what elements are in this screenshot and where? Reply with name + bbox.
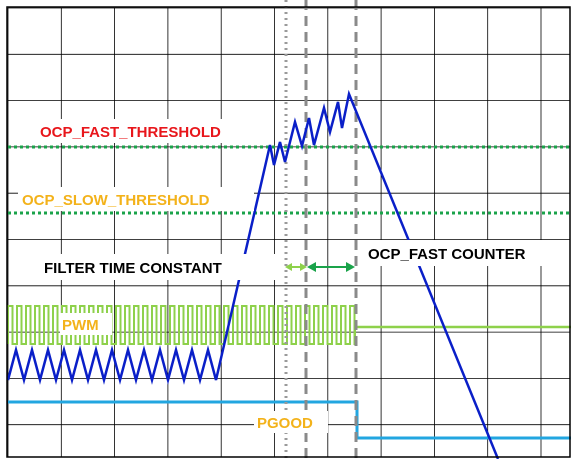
- ocp-fast-threshold-label: OCP_FAST_THRESHOLD: [40, 124, 221, 141]
- ocp-fast-counter-label: OCP_FAST COUNTER: [368, 246, 526, 263]
- pwm-waveform: [7, 305, 356, 345]
- ocp-fast-counter-arrow: [307, 262, 355, 272]
- pgood-label: PGOOD: [257, 415, 313, 432]
- pwm-label-bg: [60, 313, 112, 335]
- pgood-label-bg: [254, 411, 328, 433]
- ocp-slow-threshold-label: OCP_SLOW_THRESHOLD: [22, 192, 210, 209]
- slow-label-bg: [18, 187, 254, 211]
- pwm-label: PWM: [62, 317, 99, 334]
- inductor-current-waveform: [6, 89, 500, 460]
- filter-label-bg: [40, 254, 276, 280]
- plot-frame: [6, 6, 571, 458]
- filter-time-arrow: [285, 263, 307, 271]
- grid: [7, 7, 570, 457]
- fast-label-bg: [34, 119, 270, 143]
- pwm-signal: [7, 305, 571, 345]
- counter-label-bg: [364, 240, 566, 266]
- filter-time-constant-label: FILTER TIME CONSTANT: [44, 260, 222, 277]
